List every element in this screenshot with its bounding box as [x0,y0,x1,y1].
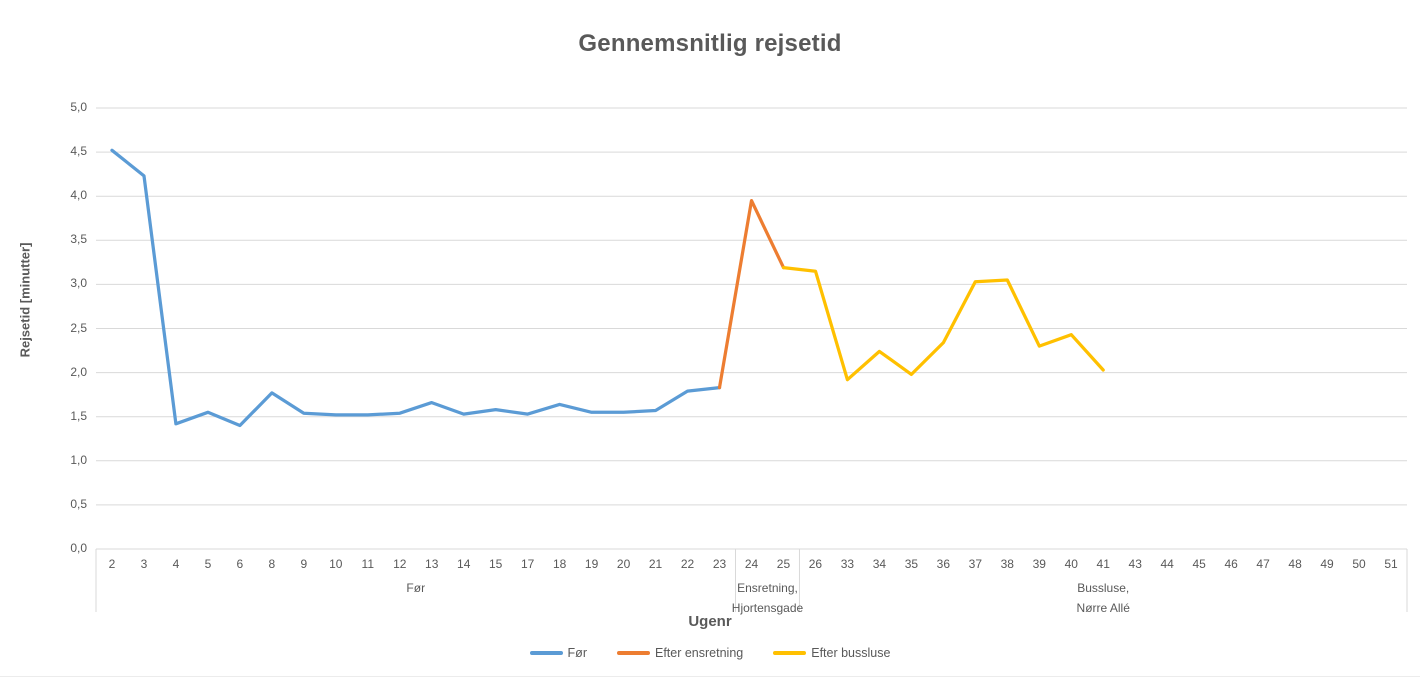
x-tick-label: 9 [300,557,308,571]
x-tick-label: 41 [1096,557,1110,571]
y-tick-label: 1,0 [70,452,87,467]
x-tick-label: 17 [520,557,535,571]
x-tick-label: 12 [393,557,407,571]
group-label: Bussluse, Nørre Allé [1077,578,1130,618]
legend-item-efter-bussluse: Efter bussluse [773,646,890,660]
y-tick-label: 2,5 [70,320,87,335]
x-tick-label: 2 [108,557,116,571]
x-tick-label: 43 [1128,557,1142,571]
y-tick-label: 4,5 [70,144,87,159]
y-tick-label: 3,5 [70,232,87,247]
group-label-line: Ensretning, [737,581,798,595]
group-label-line: Hjortensgade [731,601,804,615]
x-tick-label: 44 [1160,557,1174,571]
x-tick-label: 26 [808,557,823,571]
x-tick-label: 34 [872,557,887,571]
x-tick-label: 19 [584,557,599,571]
chart-title: Gennemsnitlig rejsetid [578,30,842,57]
legend-label: Før [567,646,587,660]
y-tick-label: 1,5 [70,408,87,423]
y-tick-label: 5,0 [70,100,87,114]
group-label-line: Bussluse, [1077,581,1130,595]
y-tick-label: 2,0 [70,364,87,379]
series-line-efter-ensretning [717,198,786,390]
legend-item-før: Før [529,646,587,660]
legend-line-swatch [616,651,650,655]
x-tick-label: 18 [552,557,567,571]
series-line-før [110,148,722,428]
x-tick-label: 8 [268,557,276,571]
y-tick-label: 3,0 [70,276,87,291]
x-tick-label: 33 [840,557,855,571]
x-tick-label: 51 [1384,557,1398,571]
x-tick-label: 37 [968,557,982,571]
group-label-line: Nørre Allé [1076,601,1130,615]
x-tick-label: 20 [616,557,631,571]
x-tick-label: 45 [1192,557,1206,571]
x-tick-label: 40 [1064,557,1078,571]
x-tick-label: 36 [936,557,951,571]
x-tick-label: 13 [425,557,439,571]
x-tick-label: 48 [1288,557,1302,571]
series-line-efter-bussluse [781,265,1105,382]
x-tick-label: 47 [1256,557,1270,571]
x-tick-label: 11 [361,557,375,571]
x-tick-label: 3 [140,557,148,571]
x-axis-title: Ugenr [688,613,732,630]
x-tick-label: 25 [776,557,791,571]
x-tick-label: 35 [904,557,919,571]
x-tick-label: 46 [1224,557,1238,571]
x-tick-label: 38 [1000,557,1014,571]
y-tick-label: 4,0 [70,188,87,203]
group-label-line: Før [406,581,426,595]
legend-line-swatch [529,651,563,655]
y-tick-label: 0,5 [70,496,87,511]
x-tick-label: 23 [712,557,727,571]
y-tick-label: 0,0 [70,541,87,555]
x-tick-label: 21 [648,557,663,571]
legend-label: Efter ensretning [654,646,744,660]
legend-item-efter-ensretning: Efter ensretning [616,646,744,660]
group-label: Ensretning, Hjortensgade [732,578,803,618]
legend-line-swatch [773,651,807,655]
x-tick-label: 50 [1352,557,1366,571]
group-label: Før [406,578,425,598]
x-tick-label: 39 [1032,557,1046,571]
x-tick-label: 49 [1320,557,1334,571]
x-tick-label: 4 [172,557,180,571]
x-tick-label: 24 [744,557,759,571]
x-tick-label: 5 [204,557,212,571]
x-tick-label: 15 [489,557,503,571]
legend: Før Efter ensretning Efter bussluse [0,646,1420,660]
legend-label: Efter bussluse [811,646,891,660]
x-tick-label: 14 [457,557,471,571]
x-tick-label: 10 [329,557,343,571]
x-tick-label: 6 [236,557,244,571]
x-tick-label: 22 [680,557,695,571]
